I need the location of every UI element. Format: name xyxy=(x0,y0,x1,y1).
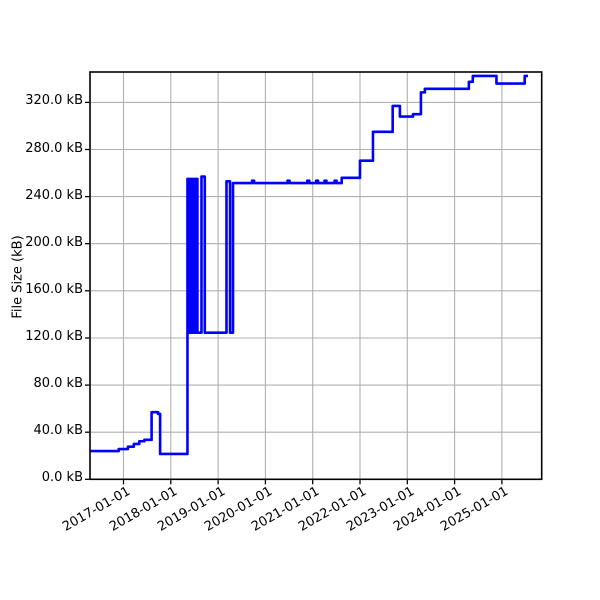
plot-border xyxy=(89,71,543,481)
y-tick-label: 160.0 kB xyxy=(25,281,83,297)
data-line-file-size xyxy=(90,74,528,456)
y-tick-label: 80.0 kB xyxy=(33,376,83,392)
y-tick-label: 280.0 kB xyxy=(25,140,83,156)
y-tick-label: 240.0 kB xyxy=(25,187,83,203)
y-tick-label: 40.0 kB xyxy=(33,423,83,439)
y-tick-label: 320.0 kB xyxy=(25,93,83,109)
y-tick-label: 0.0 kB xyxy=(41,470,83,486)
y-tick-label: 120.0 kB xyxy=(25,328,83,344)
y-tick-label: 200.0 kB xyxy=(25,234,83,250)
